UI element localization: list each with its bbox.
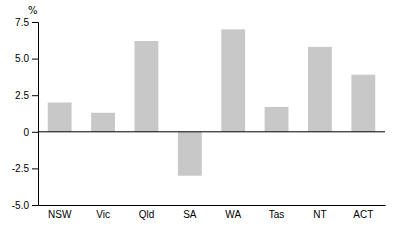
y-tick-label: 5.0: [15, 53, 29, 64]
chart-svg: -5.0 -2.5 0 2.5 5.0 7.5 NSW Vic Qld SA WA Tas NT ACT%: [0, 0, 397, 227]
bar: [48, 103, 72, 132]
x-tick-label: Qld: [139, 209, 155, 220]
bar: [265, 107, 289, 132]
x-tick-label: ACT: [353, 209, 373, 220]
y-tick: 0: [23, 127, 38, 138]
y-axis: -5.0 -2.5 0 2.5 5.0 7.5: [12, 17, 39, 211]
y-tick-mark: [32, 168, 38, 169]
chart-container: -5.0 -2.5 0 2.5 5.0 7.5 NSW Vic Qld SA WA Tas NT ACT%: [0, 0, 397, 227]
x-tick: NT: [313, 205, 326, 220]
y-axis-label: %: [28, 5, 38, 16]
bar: [351, 75, 375, 132]
y-tick: -5.0: [12, 200, 38, 211]
x-tick-label: WA: [225, 209, 241, 220]
x-tick: Tas: [269, 205, 285, 220]
x-tick: ACT: [353, 205, 373, 220]
x-axis-line: [39, 205, 386, 206]
y-axis-line: [32, 23, 39, 206]
y-tick: -2.5: [12, 163, 38, 174]
y-tick-label: -2.5: [12, 163, 30, 174]
y-tick: 2.5: [15, 90, 38, 101]
y-tick: 5.0: [15, 53, 38, 64]
x-tick-label: NT: [313, 209, 326, 220]
x-tick: WA: [225, 205, 241, 220]
y-tick: 7.5: [15, 17, 38, 28]
y-tick-mark: [32, 59, 38, 60]
zero-line: [38, 131, 385, 132]
y-tick-mark: [32, 95, 38, 96]
x-tick-label: Tas: [269, 209, 285, 220]
y-tick-label: 2.5: [15, 90, 29, 101]
bar: [221, 29, 245, 131]
y-tick-mark: [32, 22, 38, 23]
y-tick-mark: [32, 205, 38, 206]
y-tick-label: 7.5: [15, 17, 29, 28]
x-tick: Vic: [96, 205, 110, 220]
x-tick: NSW: [48, 205, 72, 220]
x-tick-label: NSW: [48, 209, 72, 220]
bar: [308, 47, 332, 132]
x-tick: Qld: [139, 205, 155, 220]
x-axis: NSW Vic Qld SA WA Tas NT ACT: [39, 205, 386, 220]
bar: [178, 132, 202, 176]
bar: [91, 113, 115, 132]
bar: [135, 41, 159, 132]
x-tick: SA: [183, 205, 197, 220]
x-tick-label: SA: [183, 209, 197, 220]
y-tick-label: 0: [23, 127, 29, 138]
plot: -5.0 -2.5 0 2.5 5.0 7.5 NSW Vic Qld SA WA Tas NT ACT: [12, 17, 386, 220]
bars: [38, 29, 385, 175]
y-tick-mark: [32, 132, 38, 133]
x-tick-label: Vic: [96, 209, 110, 220]
y-tick-label: -5.0: [12, 200, 30, 211]
